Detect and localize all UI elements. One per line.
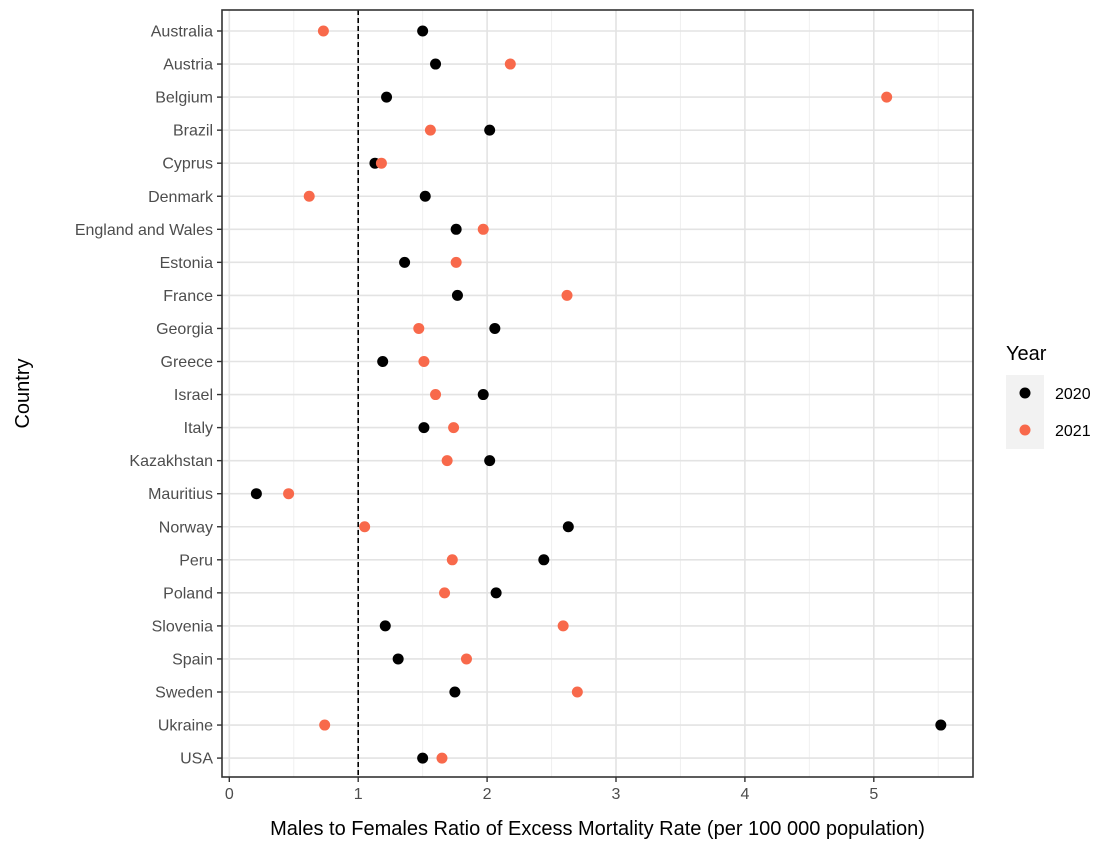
y-tick-label: England and Wales — [75, 222, 213, 239]
legend-label-2020: 2020 — [1055, 386, 1091, 403]
point-2020-georgia — [489, 322, 501, 334]
legend-label-2021: 2021 — [1055, 423, 1091, 440]
x-tick-label: 5 — [869, 786, 878, 803]
point-2021-brazil — [424, 124, 436, 136]
y-tick-label: Mauritius — [148, 486, 213, 503]
point-2020-sweden — [449, 686, 461, 698]
point-2020-mauritius — [250, 488, 262, 500]
legend-title: Year — [1006, 343, 1047, 365]
point-2021-italy — [448, 422, 460, 434]
point-2021-georgia — [413, 322, 425, 334]
y-tick-label: Austria — [163, 57, 213, 74]
point-2020-australia — [417, 25, 429, 37]
y-tick-label: Kazakhstan — [129, 453, 213, 470]
point-2020-usa — [417, 752, 429, 764]
point-2021-mauritius — [283, 488, 295, 500]
point-2021-usa — [436, 752, 448, 764]
point-2021-ukraine — [319, 719, 331, 731]
y-tick-label: Greece — [161, 354, 214, 371]
y-tick-label: Estonia — [160, 255, 213, 272]
x-tick-label: 3 — [612, 786, 621, 803]
point-2020-denmark — [419, 190, 431, 202]
y-tick-label: Peru — [179, 552, 213, 569]
y-tick-label: Cyprus — [162, 156, 213, 173]
point-2020-ukraine — [935, 719, 947, 731]
point-2020-brazil — [484, 124, 496, 136]
y-tick-label: Slovenia — [152, 618, 213, 635]
point-2020-spain — [392, 653, 404, 665]
x-tick-label: 1 — [354, 786, 363, 803]
legend-marker-2020 — [1019, 387, 1031, 399]
y-tick-label: USA — [180, 751, 213, 768]
y-tick-label: Poland — [163, 585, 213, 602]
y-tick-label: Denmark — [148, 189, 214, 206]
grid-layer — [222, 10, 973, 777]
point-2020-peru — [538, 554, 550, 566]
point-2020-norway — [562, 521, 574, 533]
y-tick-label: Ukraine — [158, 718, 213, 735]
y-tick-label: Belgium — [155, 90, 213, 107]
point-2020-italy — [418, 422, 430, 434]
point-2021-peru — [446, 554, 458, 566]
point-2021-austria — [504, 58, 516, 70]
point-2020-israel — [477, 389, 489, 401]
point-2021-england-and-wales — [477, 223, 489, 235]
y-tick-label: Brazil — [173, 123, 213, 140]
point-2021-australia — [317, 25, 329, 37]
y-axis-title: Country — [12, 358, 34, 428]
x-axis-title: Males to Females Ratio of Excess Mortali… — [270, 818, 925, 840]
panel-border — [221, 9, 974, 778]
point-2021-france — [561, 289, 573, 301]
point-2020-belgium — [381, 91, 393, 103]
point-2021-poland — [439, 587, 451, 599]
point-2020-france — [451, 289, 463, 301]
y-tick-label: Australia — [151, 24, 213, 41]
point-2021-sweden — [571, 686, 583, 698]
point-2021-denmark — [303, 190, 315, 202]
point-2021-cyprus — [375, 157, 387, 169]
y-tick-label: France — [163, 288, 213, 305]
y-tick-label: Georgia — [156, 321, 213, 338]
legend: Year 2020 2021 — [1006, 343, 1091, 449]
x-tick-label: 4 — [740, 786, 749, 803]
y-tick-label: Sweden — [155, 685, 213, 702]
point-2021-estonia — [450, 256, 462, 268]
point-2020-estonia — [399, 256, 411, 268]
point-2021-belgium — [881, 91, 893, 103]
y-tick-label: Norway — [159, 519, 213, 536]
point-2020-kazakhstan — [484, 455, 496, 467]
point-2020-england-and-wales — [450, 223, 462, 235]
point-2021-slovenia — [557, 620, 569, 632]
point-2020-poland — [490, 587, 502, 599]
legend-marker-2021 — [1019, 424, 1031, 436]
y-tick-label: Israel — [174, 387, 213, 404]
y-tick-label: Italy — [184, 420, 213, 437]
points-layer — [250, 25, 947, 764]
point-2020-austria — [430, 58, 442, 70]
point-2021-spain — [460, 653, 472, 665]
point-2021-kazakhstan — [441, 455, 453, 467]
point-2021-israel — [430, 389, 442, 401]
x-tick-label: 0 — [225, 786, 234, 803]
y-tick-label: Spain — [172, 651, 213, 668]
point-2020-slovenia — [379, 620, 391, 632]
point-2020-greece — [377, 356, 389, 367]
axes-layer: Australia Austria Belgium Brazil Cyprus Denma… — [75, 24, 879, 804]
point-2021-greece — [418, 356, 430, 367]
point-2021-norway — [359, 521, 371, 533]
x-tick-label: 2 — [483, 786, 492, 803]
